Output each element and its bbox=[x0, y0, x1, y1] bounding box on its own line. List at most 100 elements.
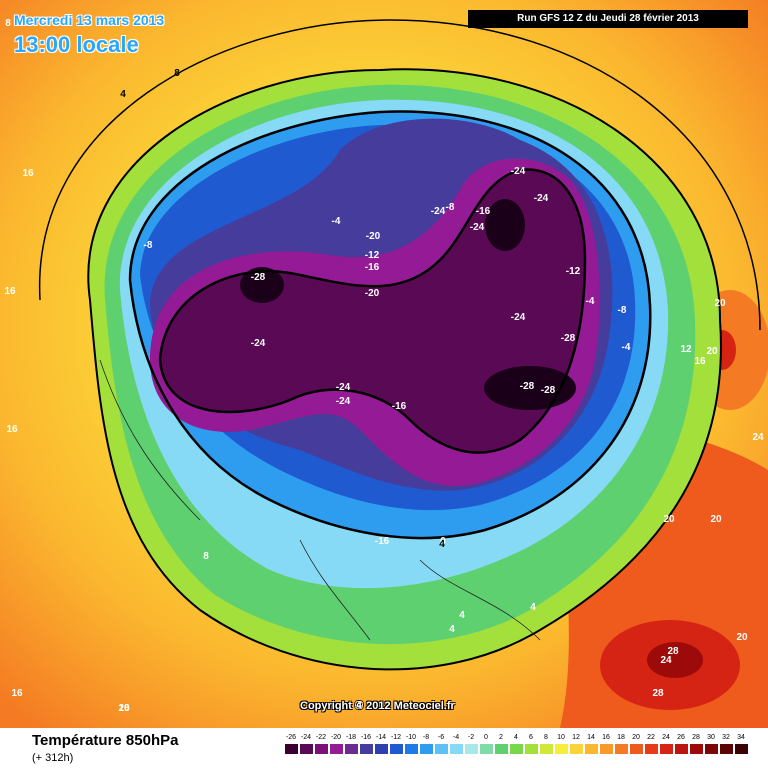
scale-swatch bbox=[450, 744, 463, 754]
temperature-label: 16 bbox=[4, 286, 16, 297]
scale-tick-label: -2 bbox=[467, 734, 475, 741]
temperature-label: -12 bbox=[565, 266, 581, 277]
scale-swatch bbox=[435, 744, 448, 754]
temperature-label: 4 bbox=[530, 602, 536, 613]
scale-tick-label: 30 bbox=[707, 734, 715, 741]
hot-core-inner bbox=[647, 642, 703, 678]
scale-tick-label: -8 bbox=[422, 734, 430, 741]
scale-tick-label: 12 bbox=[572, 734, 580, 741]
temperature-label: 20 bbox=[736, 632, 748, 643]
copyright: Copyright © 2012 Meteociel.fr bbox=[300, 700, 455, 712]
run-info-banner: Run GFS 12 Z du Jeudi 28 février 2013 bbox=[468, 10, 748, 28]
scale-swatch bbox=[510, 744, 523, 754]
scale-tick-label: 34 bbox=[737, 734, 745, 741]
scale-swatch bbox=[735, 744, 748, 754]
scale-swatch bbox=[360, 744, 373, 754]
temperature-label: 8 bbox=[174, 68, 180, 79]
temperature-label: 8 bbox=[203, 551, 209, 562]
scale-swatch bbox=[585, 744, 598, 754]
scale-tick-label: 4 bbox=[514, 734, 518, 741]
temperature-label: -24 bbox=[510, 312, 526, 323]
temperature-label: 12 bbox=[680, 344, 692, 355]
temperature-label: -24 bbox=[250, 338, 266, 349]
scale-swatch bbox=[675, 744, 688, 754]
temperature-label: 16 bbox=[118, 703, 130, 714]
scale-swatch bbox=[375, 744, 388, 754]
temperature-label: 4 bbox=[449, 624, 455, 635]
temperature-label: -8 bbox=[143, 240, 153, 251]
temperature-label: -4 bbox=[621, 342, 631, 353]
temperature-label: -8 bbox=[445, 202, 455, 213]
temperature-label: 4 bbox=[439, 539, 445, 550]
scale-tick-label: 2 bbox=[499, 734, 503, 741]
scale-swatch bbox=[390, 744, 403, 754]
scale-tick-label: -22 bbox=[315, 734, 327, 741]
temperature-label: -28 bbox=[250, 272, 266, 283]
temperature-label: -16 bbox=[391, 401, 407, 412]
scale-swatch bbox=[420, 744, 433, 754]
scale-tick-label: -14 bbox=[375, 734, 387, 741]
scale-swatch bbox=[660, 744, 673, 754]
temperature-label: 4 bbox=[459, 610, 465, 621]
scale-tick-label: 8 bbox=[544, 734, 548, 741]
temperature-label: 16 bbox=[11, 688, 23, 699]
temperature-label: -28 bbox=[560, 333, 576, 344]
temperature-label: 4 bbox=[356, 700, 362, 711]
temperature-label: 16 bbox=[6, 424, 18, 435]
scale-tick-label: 10 bbox=[557, 734, 565, 741]
temperature-label: -20 bbox=[365, 231, 381, 242]
temperature-label: 4 bbox=[120, 89, 126, 100]
temperature-map[interactable] bbox=[0, 0, 768, 728]
temperature-label: -8 bbox=[617, 305, 627, 316]
scale-tick-label: 0 bbox=[484, 734, 488, 741]
scale-swatch bbox=[600, 744, 613, 754]
temperature-label: -24 bbox=[335, 382, 351, 393]
temperature-label: -4 bbox=[585, 296, 595, 307]
temperature-label: -24 bbox=[533, 193, 549, 204]
temperature-label: 20 bbox=[706, 346, 718, 357]
temperature-label: -24 bbox=[430, 206, 446, 217]
scale-swatch bbox=[630, 744, 643, 754]
scale-swatch bbox=[705, 744, 718, 754]
temperature-label: 20 bbox=[118, 703, 130, 714]
scale-tick-label: 18 bbox=[617, 734, 625, 741]
scale-swatch bbox=[285, 744, 298, 754]
frigid-core-dark bbox=[160, 169, 585, 453]
coastline bbox=[99, 359, 541, 641]
contour-minus20 bbox=[158, 168, 587, 454]
scale-tick-label: 16 bbox=[602, 734, 610, 741]
temperature-label: -24 bbox=[335, 396, 351, 407]
scale-tick-label: -16 bbox=[360, 734, 372, 741]
extreme-cold-north bbox=[485, 199, 525, 251]
scale-swatch bbox=[570, 744, 583, 754]
scale-swatch bbox=[540, 744, 553, 754]
scale-swatch bbox=[465, 744, 478, 754]
temperature-label: -16 bbox=[475, 206, 491, 217]
scale-swatch bbox=[690, 744, 703, 754]
scale-tick-label: -26 bbox=[285, 734, 297, 741]
scale-tick-label: -4 bbox=[452, 734, 460, 741]
temperature-label: -16 bbox=[374, 536, 390, 547]
scale-swatch bbox=[720, 744, 733, 754]
scale-swatch bbox=[405, 744, 418, 754]
scale-swatch bbox=[330, 744, 343, 754]
scale-swatch bbox=[345, 744, 358, 754]
scale-tick-label: 14 bbox=[587, 734, 595, 741]
contour-0 bbox=[128, 110, 652, 540]
scale-swatch bbox=[495, 744, 508, 754]
scale-tick-label: 6 bbox=[529, 734, 533, 741]
forecast-hour: (+ 312h) bbox=[32, 752, 74, 764]
scale-tick-label: -10 bbox=[405, 734, 417, 741]
temperature-label: 16 bbox=[22, 168, 34, 179]
scale-tick-label: -18 bbox=[345, 734, 357, 741]
scale-swatch bbox=[645, 744, 658, 754]
temperature-label: -24 bbox=[510, 166, 526, 177]
scale-tick-label: 26 bbox=[677, 734, 685, 741]
scale-swatch bbox=[315, 744, 328, 754]
contour-plus16 bbox=[39, 19, 761, 331]
scale-tick-label: -12 bbox=[390, 734, 402, 741]
temperature-label: -20 bbox=[364, 288, 380, 299]
scale-swatch bbox=[615, 744, 628, 754]
temperature-label: 0 bbox=[440, 536, 446, 547]
temperature-label: -16 bbox=[364, 262, 380, 273]
